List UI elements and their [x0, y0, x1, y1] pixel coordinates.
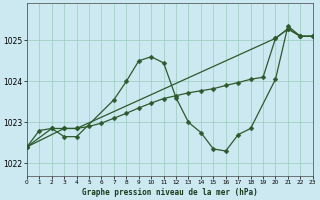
X-axis label: Graphe pression niveau de la mer (hPa): Graphe pression niveau de la mer (hPa) — [82, 188, 258, 197]
